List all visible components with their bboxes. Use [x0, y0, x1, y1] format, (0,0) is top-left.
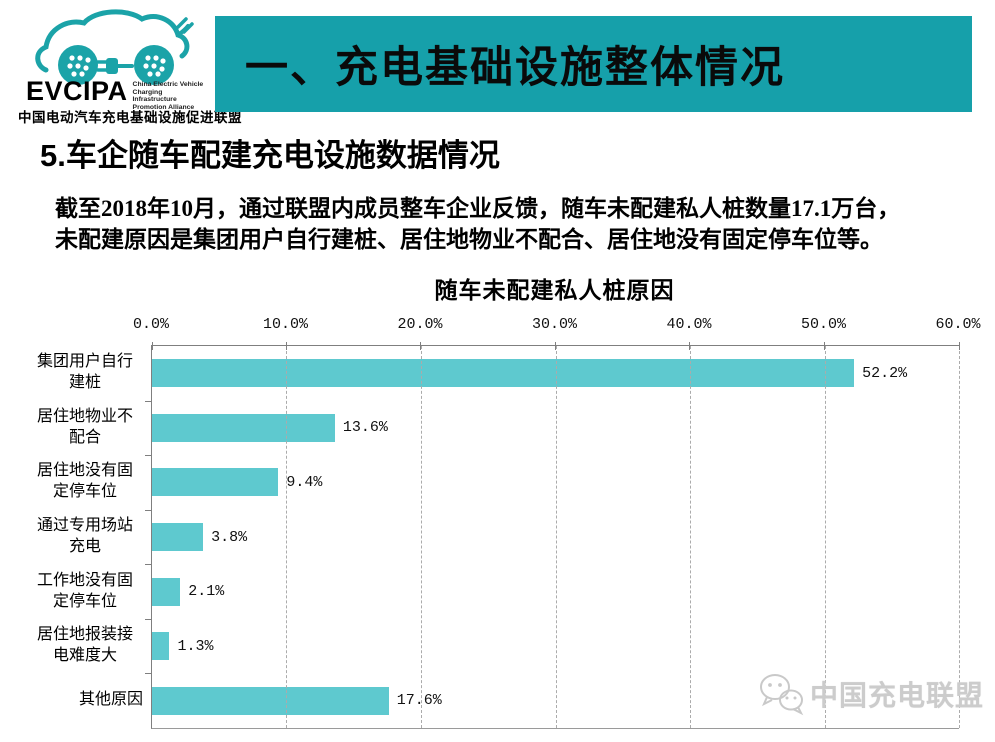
gridline [555, 346, 557, 728]
y-axis-tick [145, 618, 152, 620]
bar-row: 2.1% [152, 564, 959, 619]
x-axis-tick [420, 342, 422, 350]
bar-row: 9.4% [152, 455, 959, 510]
y-axis-tick [145, 455, 152, 457]
bar-row: 1.3% [152, 619, 959, 674]
x-tick-label: 40.0% [666, 316, 712, 333]
x-tick-label: 50.0% [800, 316, 847, 333]
category-label: 居住地物业不 配合 [25, 400, 145, 455]
watermark: 中国充电联盟 [758, 672, 984, 716]
category-label: 其他原因 [25, 672, 145, 727]
y-axis-tick [145, 400, 152, 402]
category-label: 工作地没有固 定停车位 [25, 563, 145, 618]
y-axis-tick [145, 509, 152, 511]
gridline [824, 346, 826, 728]
ev-car-icon [35, 9, 194, 85]
category-label-line: 定停车位 [52, 483, 117, 501]
category-label-line: 定停车位 [52, 592, 117, 610]
bar-value-label: 9.4% [286, 473, 323, 491]
category-label: 集团用户自行 建桩 [25, 345, 145, 400]
bar [152, 413, 335, 442]
x-tick-label: 20.0% [397, 316, 443, 333]
bar-value-label: 17.6% [396, 692, 442, 710]
bar [152, 359, 855, 388]
category-label-line: 配合 [68, 428, 101, 446]
category-label-line: 电难度大 [52, 647, 117, 665]
x-axis-tick [689, 342, 691, 350]
chart-bars: 52.2% 13.6% 9.4% 3.8% 2.1% 1.3% 17.6% [152, 346, 959, 728]
bar-value-label: 52.2% [862, 364, 908, 382]
evcipa-logo: EVCIPA China Electric Vehicle Charging I… [18, 6, 242, 125]
y-axis-tick [145, 673, 152, 675]
y-axis-tick [145, 564, 152, 566]
bar-row: 52.2% [152, 346, 959, 401]
category-label-line: 通过专用场站 [36, 517, 133, 535]
chart-x-axis-labels: 0.0% 10.0% 20.0% 30.0% 40.0% 50.0% 60.0% [133, 316, 981, 336]
x-axis-tick [555, 342, 556, 350]
gridline [689, 346, 691, 728]
section-banner: 一、充电基础设施整体情况 [215, 16, 972, 112]
chart-category-labels: 集团用户自行 建桩 居住地物业不 配合 居住地没有固 定停车位 通过专用场站 充电 工作地没有固… [25, 345, 145, 727]
category-label-line: 居住地报装接 [36, 626, 133, 644]
x-axis-tick [958, 342, 960, 350]
x-tick-label: 10.0% [262, 316, 308, 333]
bar [152, 686, 389, 715]
bar-value-label: 3.8% [211, 528, 248, 546]
category-label-line: 集团用户自行 [36, 353, 133, 371]
chart-plot-area: 52.2% 13.6% 9.4% 3.8% 2.1% 1.3% 17.6% [145, 342, 960, 729]
x-axis-tick [151, 342, 153, 350]
x-axis-tick [285, 342, 287, 350]
intro-line-1: 截至2018年10月，通过联盟内成员整车企业反馈，随车未配建私人桩数量17.1万… [55, 196, 901, 221]
category-label-line: 充电 [68, 538, 101, 556]
logo-tagline-line3: Promotion Alliance [132, 103, 195, 111]
intro-paragraph: 截至2018年10月，通过联盟内成员整车企业反馈，随车未配建私人桩数量17.1万… [55, 193, 965, 255]
bar [152, 632, 170, 661]
bar-value-label: 13.6% [342, 419, 388, 437]
chart-title: 随车未配建私人桩原因 [434, 278, 675, 303]
gridline [420, 346, 422, 728]
category-label-line: 居住地没有固 [36, 462, 133, 480]
watermark-text: 中国充电联盟 [810, 681, 985, 712]
gridline [286, 346, 288, 728]
bar-value-label: 1.3% [177, 637, 214, 655]
category-label-line: 工作地没有固 [36, 571, 133, 589]
category-label-line: 居住地物业不 [36, 407, 133, 425]
bar-row: 17.6% [152, 673, 959, 728]
category-label: 居住地没有固 定停车位 [25, 454, 145, 509]
heading-number: 5. [40, 138, 66, 173]
heading-text: 车企随车配建充电设施数据情况 [65, 138, 500, 173]
bar-row: 13.6% [152, 401, 959, 456]
logo-chinese-name: 中国电动汽车充电基础设施促进联盟 [18, 110, 242, 125]
intro-line-2: 未配建原因是集团用户自行建桩、居住地物业不配合、居住地没有固定停车位等。 [55, 227, 883, 252]
logo-tagline-line2: Charging Infrastructure [132, 88, 177, 104]
category-label: 居住地报装接 电难度大 [25, 618, 145, 673]
gridline [959, 346, 960, 728]
banner-title: 一、充电基础设施整体情况 [245, 45, 785, 92]
logo-tagline-line1: China Electric Vehicle [132, 81, 204, 88]
x-axis-tick [824, 342, 825, 350]
logo-tagline: China Electric Vehicle Charging Infrastr… [133, 81, 208, 111]
category-label: 通过专用场站 充电 [25, 509, 145, 564]
category-label-line: 建桩 [68, 374, 101, 392]
logo-brand-text: EVCIPA [26, 76, 128, 106]
x-tick-label: 0.0% [132, 316, 170, 333]
wechat-icon [760, 674, 804, 716]
category-label-line: 其他原因 [78, 691, 143, 709]
bar [152, 523, 204, 552]
x-tick-label: 60.0% [935, 316, 981, 333]
bar-row: 3.8% [152, 510, 959, 565]
bar [152, 468, 279, 497]
bar [152, 577, 181, 606]
page-title: 5.车企随车配建充电设施数据情况 [40, 130, 500, 175]
x-tick-label: 30.0% [531, 316, 578, 333]
bar-value-label: 2.1% [188, 583, 225, 601]
